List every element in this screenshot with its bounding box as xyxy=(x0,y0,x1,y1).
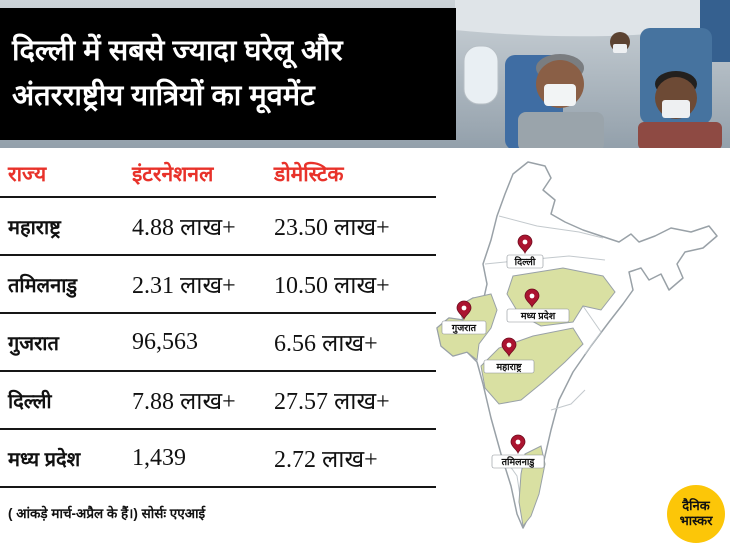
table-row: गुजरात 96,563 6.56 लाख+ xyxy=(0,314,436,372)
header: दिल्ली में सबसे ज्यादा घरेलू और अंतरराष्… xyxy=(0,0,730,148)
title-box: दिल्ली में सबसे ज्यादा घरेलू और अंतरराष्… xyxy=(0,8,456,140)
domestic-value: 10.50 लाख+ xyxy=(274,272,390,299)
logo-line1: दैनिक xyxy=(682,498,710,514)
page-title-line2: अंतरराष्ट्रीय यात्रियों का मूवमेंट xyxy=(12,80,315,112)
table-row: महाराष्ट्र 4.88 लाख+ 23.50 लाख+ xyxy=(0,198,436,256)
map-label-maharashtra: महाराष्ट्र xyxy=(483,359,535,374)
india-map: दिल्ली गुजरात मध्य प्रदेश महाराष्ट्र तमि… xyxy=(433,152,730,542)
map-label-tamil-nadu: तमिलनाडु xyxy=(491,454,545,469)
india-map-svg: दिल्ली गुजरात मध्य प्रदेश महाराष्ट्र तमि… xyxy=(436,161,718,529)
table-row: तमिलनाडु 2.31 लाख+ 10.50 लाख+ xyxy=(0,256,436,314)
domestic-value: 27.57 लाख+ xyxy=(274,388,390,415)
domestic-value: 23.50 लाख+ xyxy=(274,214,390,241)
column-header-international: इंटरनेशनल xyxy=(132,163,214,186)
map-label-madhya-pradesh: मध्य प्रदेश xyxy=(506,308,570,323)
svg-text:दिल्ली: दिल्ली xyxy=(514,256,536,268)
state-name: गुजरात xyxy=(8,332,59,355)
map-label-gujarat: गुजरात xyxy=(441,320,487,335)
table-row: मध्य प्रदेश 1,439 2.72 लाख+ xyxy=(0,430,436,488)
svg-text:मध्य प्रदेश: मध्य प्रदेश xyxy=(520,310,556,322)
state-name: मध्य प्रदेश xyxy=(8,448,81,471)
map-label-delhi: दिल्ली xyxy=(506,254,544,269)
svg-text:तमिलनाडु: तमिलनाडु xyxy=(501,456,536,468)
table-header-row: राज्य इंटरनेशनल डोमेस्टिक xyxy=(0,148,436,198)
column-header-domestic: डोमेस्टिक xyxy=(274,163,344,186)
svg-text:महाराष्ट्र: महाराष्ट्र xyxy=(495,362,522,373)
domestic-value: 6.56 लाख+ xyxy=(274,330,378,357)
international-value: 2.31 लाख+ xyxy=(132,272,236,299)
page-title-line1: दिल्ली में सबसे ज्यादा घरेलू और xyxy=(12,35,343,68)
passenger-table: राज्य इंटरनेशनल डोमेस्टिक महाराष्ट्र 4.8… xyxy=(0,148,436,522)
state-name: दिल्ली xyxy=(8,390,52,413)
international-value: 4.88 लाख+ xyxy=(132,214,236,241)
dainik-bhaskar-logo: दैनिक भास्कर xyxy=(667,485,725,543)
content: राज्य इंटरनेशनल डोमेस्टिक महाराष्ट्र 4.8… xyxy=(0,148,730,548)
state-name: महाराष्ट्र xyxy=(8,216,61,239)
column-header-state: राज्य xyxy=(8,163,47,186)
footnote: ( आंकड़े मार्च-अप्रैल के हैं।) सोर्सः एए… xyxy=(8,506,206,521)
international-value: 1,439 xyxy=(132,444,186,471)
svg-text:गुजरात: गुजरात xyxy=(451,323,477,334)
table-row: दिल्ली 7.88 लाख+ 27.57 लाख+ xyxy=(0,372,436,430)
domestic-value: 2.72 लाख+ xyxy=(274,446,378,473)
international-value: 96,563 xyxy=(132,328,198,355)
international-value: 7.88 लाख+ xyxy=(132,388,236,415)
logo-line2: भास्कर xyxy=(679,513,713,528)
state-name: तमिलनाडु xyxy=(8,274,78,297)
